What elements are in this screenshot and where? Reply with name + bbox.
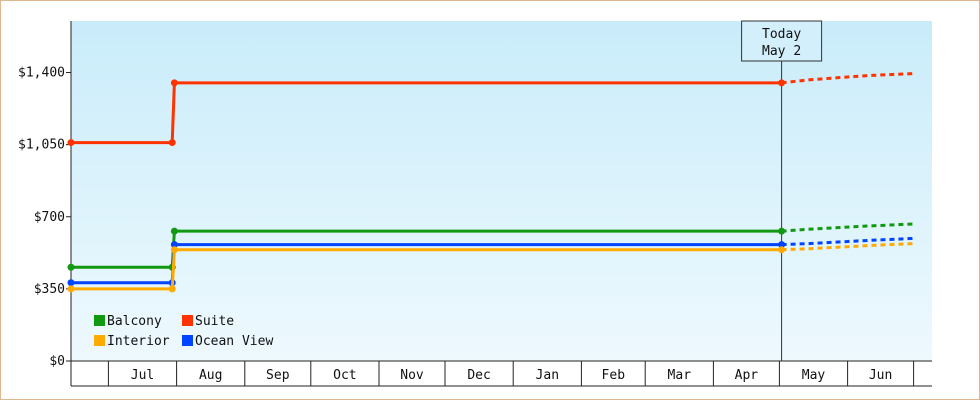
plot-area <box>71 21 932 361</box>
legend-label-suite: Suite <box>195 314 234 329</box>
series-lines <box>67 72 914 293</box>
series-point-interior <box>67 285 75 293</box>
x-tick-label: Mar <box>668 368 692 383</box>
x-tick-label: Jan <box>536 368 559 383</box>
legend-label-ocean-view: Ocean View <box>195 334 273 349</box>
series-forecast-ocean-view <box>781 236 914 247</box>
x-tick-label: Apr <box>735 368 759 383</box>
x-tick-label: Sep <box>266 368 290 383</box>
series-point-suite <box>170 79 178 87</box>
series-point-balcony <box>778 227 786 235</box>
x-tick-label: Jul <box>131 368 154 383</box>
legend-swatch-interior <box>94 335 105 346</box>
series-point-suite <box>778 79 786 87</box>
legend-swatch-suite <box>182 315 193 326</box>
y-tick-label: $1,050 <box>18 138 65 153</box>
y-tick-label: $0 <box>49 354 65 369</box>
series-point-suite <box>67 139 75 147</box>
series-point-balcony <box>170 227 178 235</box>
x-tick-label: Oct <box>333 368 356 383</box>
series-point-balcony <box>67 263 75 271</box>
legend-label-balcony: Balcony <box>107 314 162 329</box>
today-box <box>741 20 823 62</box>
x-tick-label: Jun <box>869 368 892 383</box>
series-line-interior <box>71 248 782 291</box>
x-tick-label: Dec <box>467 368 490 383</box>
x-tick-label: Aug <box>199 368 222 383</box>
series-forecast-suite <box>781 72 914 85</box>
series-line-suite <box>71 81 782 145</box>
x-tick-label: Nov <box>400 368 424 383</box>
x-tick-label: May <box>802 368 826 383</box>
x-tick-label: Feb <box>602 368 626 383</box>
series-point-ocean-view <box>67 279 75 287</box>
y-tick-label: $700 <box>34 210 65 225</box>
legend-swatch-ocean-view <box>182 335 193 346</box>
series-point-ocean-view <box>170 241 178 249</box>
series-point-interior <box>778 246 786 254</box>
today-marker: Today May 2 <box>741 20 823 361</box>
series-point-ocean-view <box>778 241 786 249</box>
series-forecast-balcony <box>781 222 914 233</box>
y-tick-label: $350 <box>34 282 65 297</box>
series-forecast-interior <box>781 242 914 252</box>
series-point-suite <box>168 139 176 147</box>
series-point-interior <box>168 285 176 293</box>
legend: Balcony Suite Interior Ocean View <box>94 314 273 349</box>
today-label: Today <box>762 27 801 42</box>
series-point-interior <box>170 246 178 254</box>
y-tick-label: $1,400 <box>18 66 65 81</box>
legend-label-interior: Interior <box>107 334 170 349</box>
y-axis: $0 $350 $700 $1,050 $1,400 <box>18 21 72 386</box>
legend-swatch-balcony <box>94 315 105 326</box>
x-axis: Jul Aug Sep Oct Nov Dec Jan Feb Mar Apr May Jun <box>71 360 932 387</box>
today-date: May 2 <box>762 44 801 59</box>
